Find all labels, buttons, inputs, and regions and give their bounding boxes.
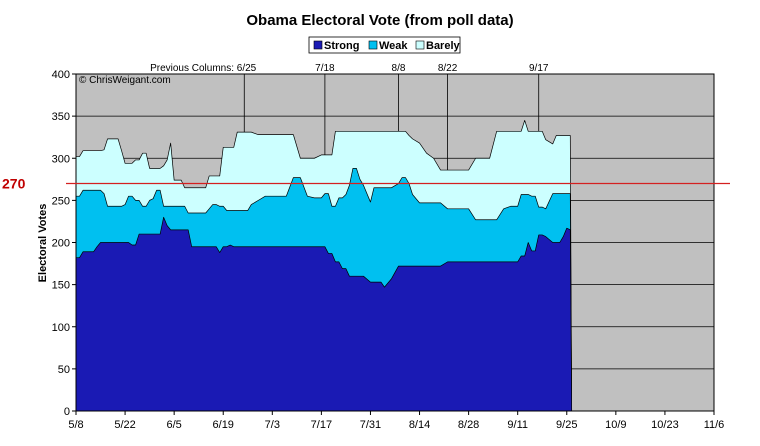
legend-label-weak: Weak	[379, 40, 408, 52]
x-tick-label-7/3: 7/3	[265, 419, 280, 431]
y-tick-label-350: 350	[52, 111, 70, 123]
x-tick-label-8/28: 8/28	[458, 419, 479, 431]
annotation-label-0: Previous Columns: 6/25	[150, 63, 257, 74]
x-tick-label-10/9: 10/9	[605, 419, 626, 431]
area-strong	[75, 216, 573, 412]
copyright-text: © ChrisWeigant.com	[79, 75, 171, 86]
reference-label-270: 270	[2, 176, 26, 192]
x-tick-label-7/17: 7/17	[311, 419, 332, 431]
y-tick-label-300: 300	[52, 153, 70, 165]
legend-swatch-strong	[313, 40, 323, 50]
y-tick-label-150: 150	[52, 280, 70, 292]
x-tick-label-5/22: 5/22	[114, 419, 135, 431]
y-tick-label-0: 0	[64, 406, 70, 418]
y-axis-title: Electoral Votes	[37, 204, 49, 283]
annotation-label-3: 8/22	[438, 63, 458, 74]
x-tick-label-9/25: 9/25	[556, 419, 577, 431]
x-tick-label-6/5: 6/5	[167, 419, 182, 431]
legend-label-strong: Strong	[324, 40, 359, 52]
legend-swatch-weak	[368, 40, 378, 50]
x-tick-label-7/31: 7/31	[360, 419, 381, 431]
x-tick-label-9/11: 9/11	[507, 419, 528, 431]
y-tick-label-50: 50	[58, 364, 70, 376]
x-tick-label-6/19: 6/19	[213, 419, 234, 431]
x-tick-label-8/14: 8/14	[409, 419, 430, 431]
y-tick-label-400: 400	[52, 69, 70, 81]
legend-swatch-barely	[415, 40, 425, 50]
x-tick-label-10/23: 10/23	[651, 419, 679, 431]
chart-title: Obama Electoral Vote (from poll data)	[246, 12, 513, 29]
x-tick-label-11/6: 11/6	[704, 419, 725, 431]
annotation-label-4: 9/17	[529, 63, 549, 74]
y-tick-label-250: 250	[52, 195, 70, 207]
annotation-label-2: 8/8	[392, 63, 406, 74]
chart-legend: Strong Weak Barely	[308, 36, 461, 54]
plot-area: Previous Columns: 6/25 7/18 8/8 8/22 9/17 © C…	[2, 63, 730, 431]
annotation-label-1: 7/18	[315, 63, 335, 74]
y-tick-label-200: 200	[52, 238, 70, 250]
y-tick-label-100: 100	[52, 322, 70, 334]
legend-label-barely: Barely	[426, 40, 461, 52]
x-tick-label-5/8: 5/8	[68, 419, 83, 431]
